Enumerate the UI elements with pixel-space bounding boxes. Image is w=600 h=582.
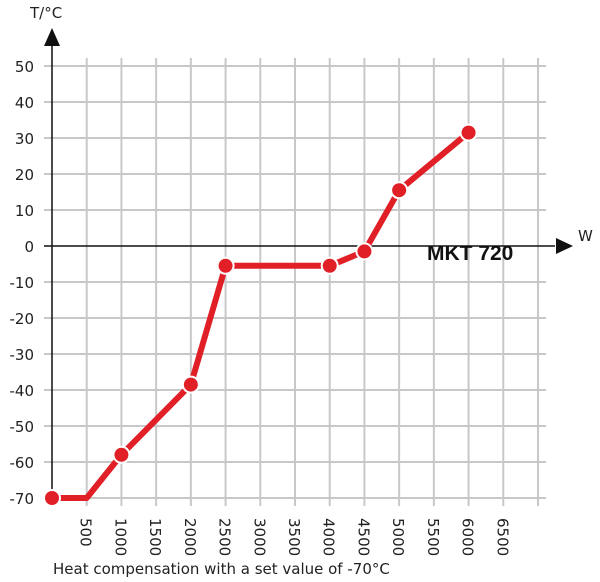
x-tick-label: 3000	[250, 518, 268, 556]
y-tick-labels: 50 40 30 20 10 0 -10 -20 -30 -40 -50 -60 -70	[10, 58, 35, 508]
data-point	[43, 489, 61, 507]
x-tick-label: 4500	[354, 518, 372, 556]
data-point	[320, 256, 339, 275]
y-tick-label: -40	[10, 382, 35, 400]
y-tick-label: 50	[15, 58, 34, 76]
y-tick-label: 30	[15, 130, 34, 148]
data-point	[181, 375, 200, 394]
x-tick-label: 4000	[320, 518, 338, 556]
x-tick-label: 6000	[459, 518, 477, 556]
data-point	[390, 181, 409, 200]
x-tick-label: 3500	[285, 518, 303, 556]
chart-title: MKT 720	[427, 242, 513, 265]
x-tick-labels: 500 1000 1500 2000 2500 3000 3500 4000 4500 5000 5…	[77, 518, 512, 556]
x-tick-label: 2000	[181, 518, 199, 556]
data-point	[112, 445, 131, 464]
y-tick-label: -70	[10, 490, 35, 508]
axes	[44, 28, 573, 498]
y-tick-label: 0	[24, 238, 34, 256]
y-tick-label: 20	[15, 166, 34, 184]
x-tick-label: 5500	[424, 518, 442, 556]
y-tick-label: -60	[10, 454, 35, 472]
y-tick-label: 10	[15, 202, 34, 220]
data-point	[355, 242, 374, 261]
y-axis-arrow-icon	[44, 28, 60, 46]
series	[43, 123, 478, 507]
chart-caption: Heat compensation with a set value of -7…	[53, 560, 390, 578]
x-tick-label: 500	[77, 518, 95, 547]
y-tick-label: -20	[10, 310, 35, 328]
y-tick-label: -10	[10, 274, 35, 292]
y-tick-label: -30	[10, 346, 35, 364]
y-axis-label: T/°C	[29, 4, 62, 22]
x-tick-label: 5000	[389, 518, 407, 556]
data-point	[216, 256, 235, 275]
x-tick-label: 1000	[111, 518, 129, 556]
x-axis-label: W	[578, 227, 593, 245]
y-tick-label: -50	[10, 418, 35, 436]
x-axis-arrow-icon	[556, 238, 573, 254]
x-tick-label: 1500	[146, 518, 164, 556]
data-point	[459, 123, 478, 142]
x-tick-label: 2500	[216, 518, 234, 556]
y-tick-label: 40	[15, 94, 34, 112]
x-tick-label: 6500	[493, 518, 511, 556]
